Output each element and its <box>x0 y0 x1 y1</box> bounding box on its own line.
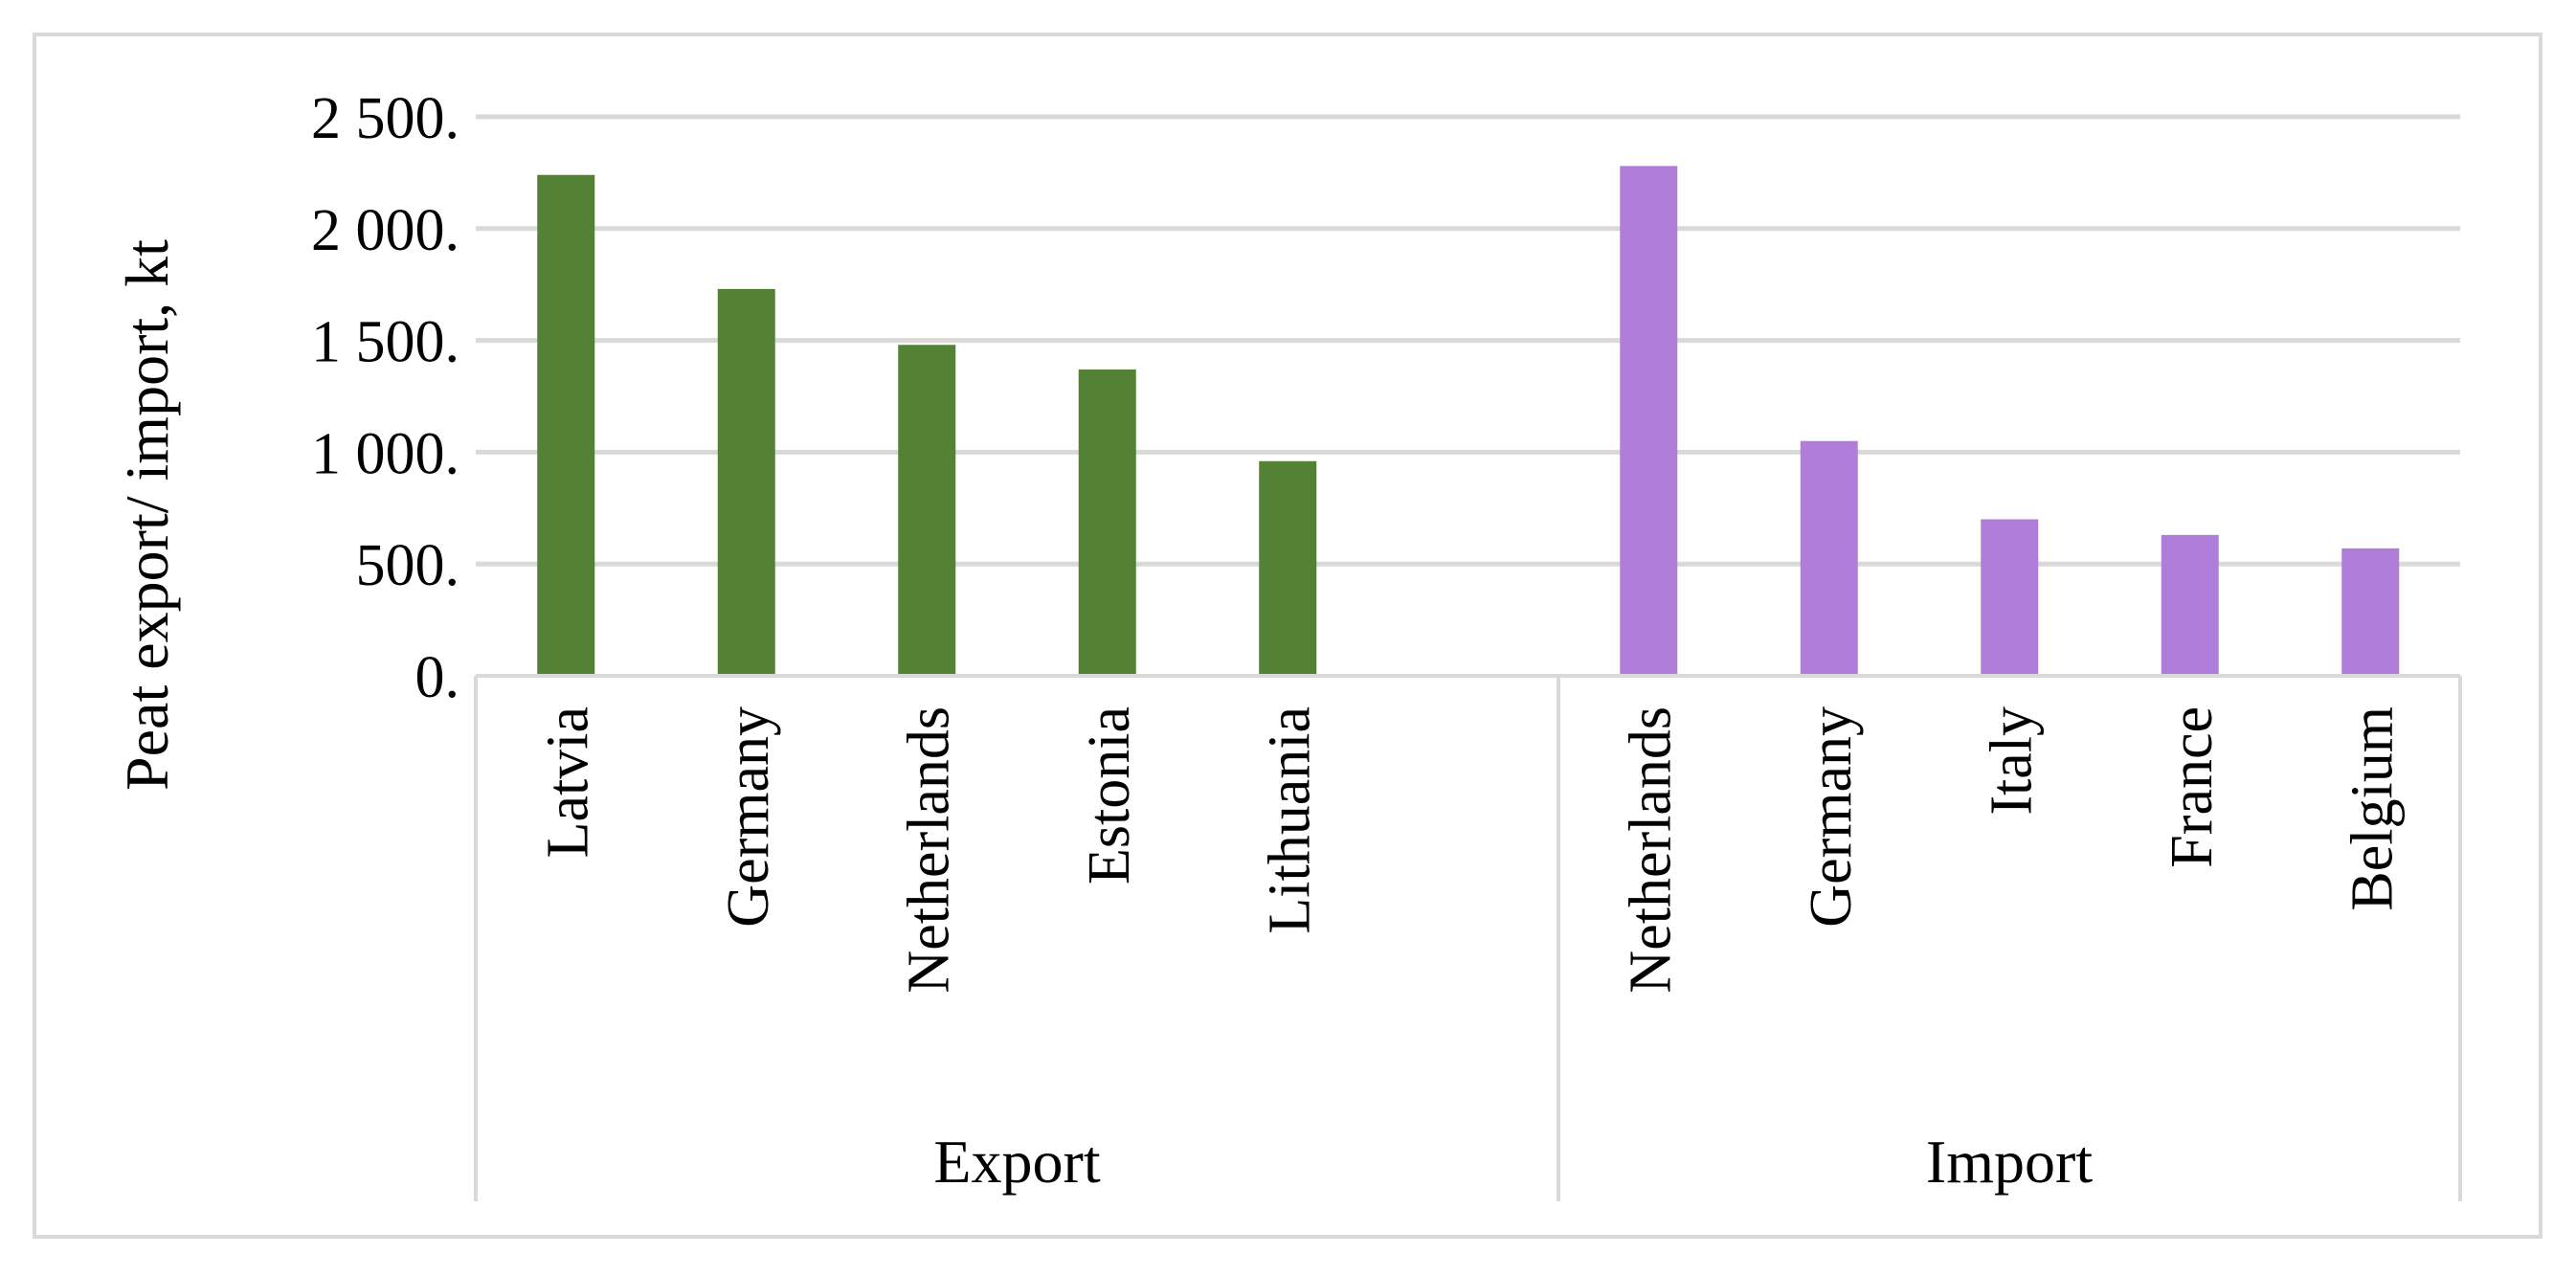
bar <box>2161 534 2219 676</box>
bar <box>1620 166 1678 677</box>
bar <box>717 288 775 676</box>
y-axis-title: Peat export/ import, kt <box>113 239 181 791</box>
x-category-label: Germany <box>716 706 781 928</box>
x-category-label: Italy <box>1979 706 2044 816</box>
y-tick-label: 0. <box>415 645 460 710</box>
gridlines <box>476 114 2460 567</box>
x-category-label: Latvia <box>535 706 600 858</box>
y-tick-label: 2 000. <box>311 198 459 263</box>
bar <box>1981 519 2039 676</box>
bar <box>2341 548 2400 676</box>
axes <box>474 674 2462 1201</box>
y-tick-label: 2 500. <box>311 86 459 151</box>
y-tick-label: 500. <box>356 533 460 598</box>
x-category-label: Belgium <box>2340 706 2405 911</box>
bar <box>1078 369 1136 676</box>
x-category-label: Germany <box>1799 706 1864 928</box>
x-category-label: Netherlands <box>896 706 961 994</box>
x-category-label: Lithuania <box>1257 706 1322 934</box>
y-tick-label: 1 000. <box>311 421 459 486</box>
bar <box>537 174 595 677</box>
labels: 0. 500. 1 000. 1 500. 2 000. 2 500. Latvia Germ… <box>311 86 2405 1196</box>
y-tick-label: 1 500. <box>311 310 459 375</box>
x-group-label: Import <box>1926 1128 2093 1196</box>
bar <box>1800 440 1858 676</box>
bar <box>1259 460 1317 676</box>
bar <box>898 345 956 676</box>
x-category-label: France <box>2160 706 2225 868</box>
x-group-label: Export <box>933 1128 1100 1196</box>
x-category-label: Netherlands <box>1618 706 1683 994</box>
x-category-label: Estonia <box>1077 706 1142 884</box>
bars <box>537 166 2400 677</box>
